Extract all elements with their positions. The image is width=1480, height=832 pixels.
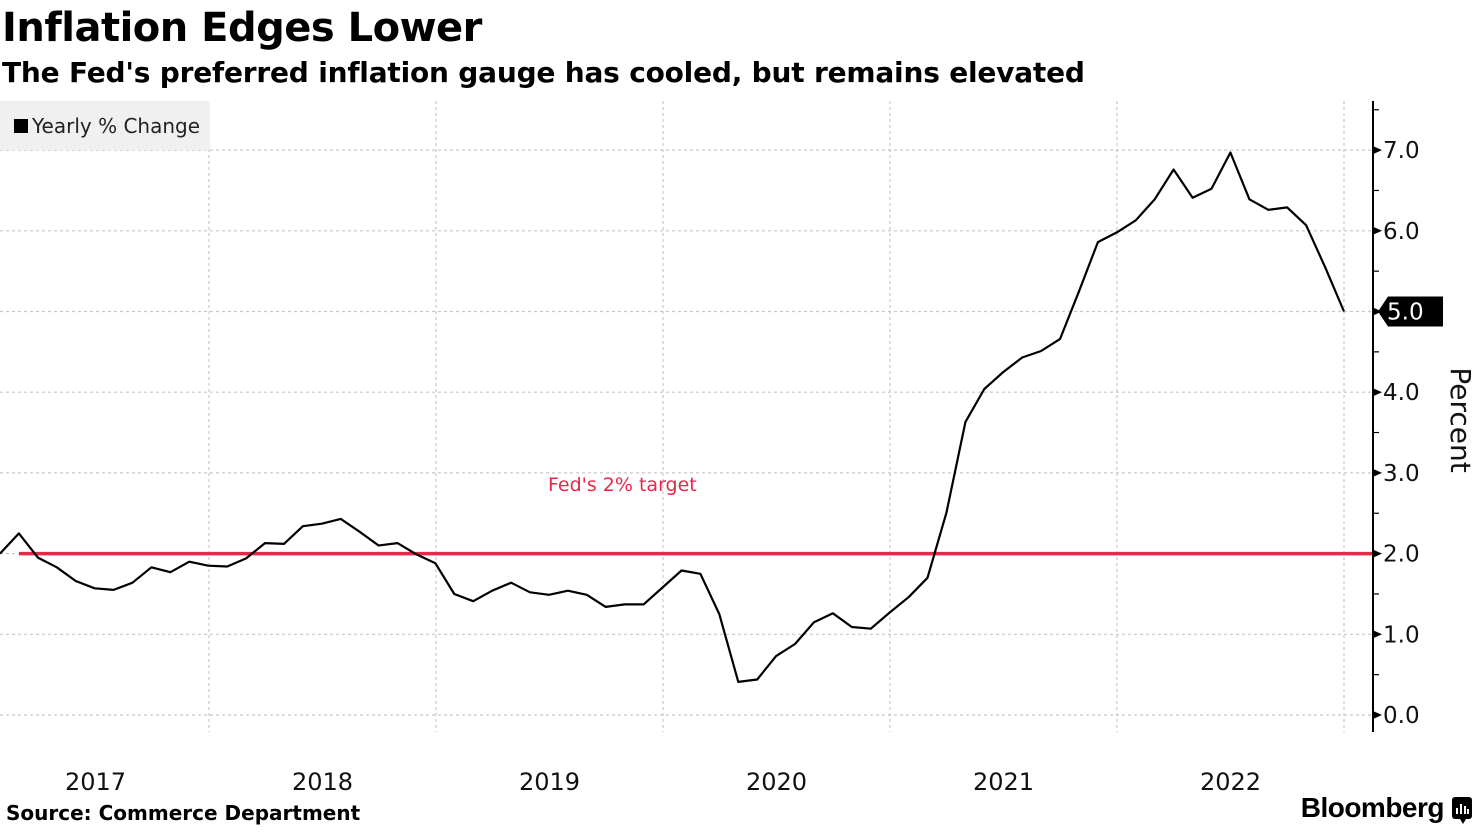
major-tick — [1373, 226, 1382, 235]
brand-logo: Bloomberg — [1301, 792, 1472, 824]
y-tick-label: 1.0 — [1383, 622, 1420, 648]
x-tick-label: 2020 — [746, 768, 807, 796]
legend-swatch — [14, 118, 28, 133]
x-tick-label: 2018 — [292, 768, 353, 796]
legend-label: Yearly % Change — [32, 113, 201, 138]
y-axis: 0.0 1.0 2.0 3.0 4.0 6.0 7.0 5.0 — [1372, 101, 1443, 732]
y-tick-label: 6.0 — [1383, 219, 1420, 245]
major-tick — [1373, 468, 1382, 477]
last-value-flag — [1378, 296, 1443, 327]
bloomberg-chart-icon — [1452, 797, 1472, 824]
target-line-group: Fed's 2% target — [19, 474, 1373, 556]
target-annotation: Fed's 2% target — [548, 474, 697, 496]
major-tick — [1373, 630, 1382, 639]
y-tick-label: 0.0 — [1383, 703, 1420, 729]
chart-subtitle: The Fed's preferred inflation gauge has … — [2, 56, 1085, 89]
source-note: Source: Commerce Department — [6, 801, 361, 825]
y-axis-title: Percent — [1444, 367, 1477, 472]
series-group — [0, 151, 1346, 684]
x-axis-labels: 2017 2018 2019 2020 2021 2022 — [65, 768, 1261, 796]
x-tick-label: 2021 — [973, 768, 1034, 796]
major-tick — [1373, 388, 1382, 397]
y-tick-label: 4.0 — [1383, 380, 1420, 406]
last-value-label: 5.0 — [1387, 300, 1424, 326]
x-tick-label: 2022 — [1200, 768, 1261, 796]
y-tick-label: 2.0 — [1383, 542, 1420, 568]
major-tick — [1373, 711, 1382, 719]
chart-title: Inflation Edges Lower — [2, 5, 482, 51]
y-tick-label: 3.0 — [1383, 461, 1420, 487]
major-tick — [1373, 307, 1382, 316]
x-tick-label: 2017 — [65, 768, 126, 796]
gridlines — [0, 101, 1373, 732]
legend: Yearly % Change — [0, 101, 210, 150]
x-tick-label: 2019 — [519, 768, 580, 796]
y-tick-label: 7.0 — [1383, 138, 1420, 164]
major-tick — [1373, 549, 1382, 558]
brand-name: Bloomberg — [1300, 792, 1445, 823]
series-line-yearly-change — [0, 151, 1346, 684]
major-tick — [1373, 146, 1382, 155]
